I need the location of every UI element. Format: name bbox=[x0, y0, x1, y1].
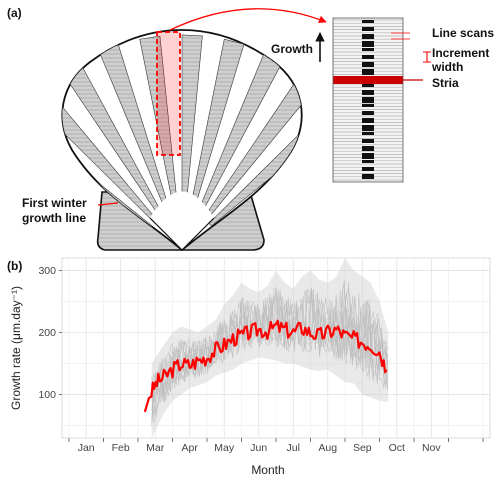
zoom-scan-mark bbox=[362, 146, 374, 151]
x-tick-label: Mar bbox=[146, 442, 165, 454]
shell-umbo bbox=[150, 191, 214, 250]
zoom-scan-mark bbox=[362, 118, 374, 123]
zoom-scan-mark bbox=[362, 83, 374, 87]
y-tick-label: 200 bbox=[38, 327, 56, 339]
growth-rate-chart: 100 200 300 Jan Feb Mar Apr May Jun Jul Aug Sep Oct… bbox=[9, 257, 491, 477]
zoom-scan-mark bbox=[362, 48, 374, 51]
mean-growth-rate-line bbox=[143, 319, 388, 413]
y-tick-label: 100 bbox=[38, 389, 56, 401]
zoom-scan-mark bbox=[362, 111, 374, 115]
zoom-arrow-icon bbox=[169, 8, 327, 31]
y-axis-label: Growth rate (μm.day⁻¹) bbox=[9, 286, 23, 410]
panel-b-letter: (b) bbox=[7, 259, 22, 273]
zoom-scan-mark bbox=[362, 139, 374, 143]
zoom-scan-mark bbox=[362, 153, 374, 159]
zoom-scan-mark bbox=[362, 55, 374, 59]
individual-trace-line bbox=[151, 287, 389, 424]
increment-width-label-2: width bbox=[431, 60, 463, 74]
shell-rib bbox=[208, 98, 302, 227]
stria-label: Stria bbox=[432, 76, 459, 90]
x-axis-label: Month bbox=[251, 463, 284, 477]
panel-a-letter: (a) bbox=[7, 6, 22, 20]
x-tick-label: Jun bbox=[250, 442, 267, 454]
line-scans-label: Line scans bbox=[432, 26, 494, 40]
zoom-scan-mark bbox=[362, 167, 374, 171]
x-tick-label: May bbox=[214, 442, 235, 454]
x-tick-label: Aug bbox=[318, 442, 337, 454]
x-tick-label: Apr bbox=[182, 442, 199, 454]
x-tick-label: Jan bbox=[78, 442, 95, 454]
zoom-scan-mark bbox=[362, 125, 374, 131]
zoom-scan-mark bbox=[362, 62, 374, 67]
first-winter-pointer bbox=[97, 202, 119, 206]
y-tick-label: 300 bbox=[38, 265, 56, 277]
zoom-scan-mark bbox=[362, 97, 374, 103]
individual-trace-line bbox=[151, 287, 389, 422]
zoom-scan-mark bbox=[362, 34, 374, 39]
zoom-scan-mark bbox=[362, 27, 374, 31]
zoom-scan-mark bbox=[362, 132, 374, 135]
zoom-scan-mark bbox=[362, 160, 374, 163]
zoom-scan-mark bbox=[362, 174, 374, 179]
zoom-scan-mark bbox=[362, 41, 374, 47]
x-tick-label: Feb bbox=[112, 442, 130, 454]
first-winter-label-2: growth line bbox=[22, 211, 86, 225]
zoom-scan-mark bbox=[362, 104, 374, 107]
increment-width-label-1: Increment bbox=[432, 46, 489, 60]
x-tick-label: Nov bbox=[422, 442, 441, 454]
zoom-scan-mark bbox=[362, 69, 374, 75]
stria-band bbox=[333, 76, 403, 84]
zoom-scan-mark bbox=[362, 90, 374, 95]
individual-trace-line bbox=[151, 287, 389, 415]
x-tick-label: Jul bbox=[287, 442, 300, 454]
zoom-scan-mark bbox=[362, 20, 374, 23]
zoomed-rib-section bbox=[332, 17, 431, 183]
x-tick-label: Oct bbox=[389, 442, 405, 454]
first-winter-label-1: First winter bbox=[22, 196, 87, 210]
x-tick-label: Sep bbox=[353, 442, 372, 454]
highlighted-rib-box bbox=[156, 31, 181, 156]
growth-label: Growth bbox=[271, 42, 313, 56]
individual-trace-line bbox=[151, 288, 389, 403]
